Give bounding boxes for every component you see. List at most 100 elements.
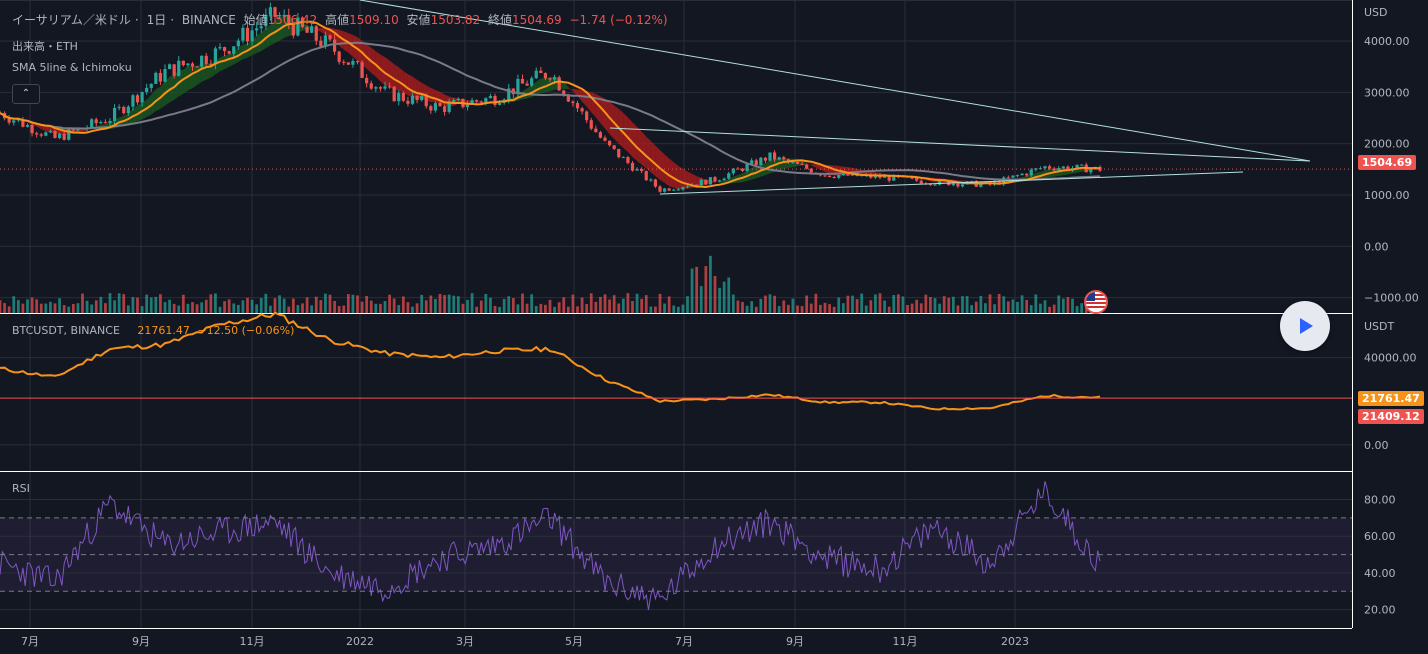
candle-body: [1025, 173, 1029, 176]
candle-body: [126, 106, 130, 114]
volume-bar: [947, 297, 951, 313]
volume-bar: [741, 301, 744, 313]
volume-bar: [727, 277, 731, 313]
ichimoku-segment: [412, 76, 418, 100]
volume-bar: [351, 294, 355, 313]
play-button[interactable]: [1280, 301, 1330, 351]
candle-body: [328, 35, 332, 40]
volume-bar: [71, 304, 75, 313]
candle-body: [699, 179, 703, 186]
candle-body: [607, 140, 612, 146]
volume-bar: [149, 297, 153, 313]
volume-bar: [0, 300, 2, 313]
volume-bar: [1025, 299, 1029, 313]
volume-bar: [686, 296, 689, 313]
candle-body: [488, 95, 493, 99]
candle-body: [401, 92, 405, 101]
candle-body: [7, 118, 11, 123]
volume-bar: [571, 294, 575, 313]
candle-body: [763, 157, 768, 161]
volume-bar: [104, 303, 107, 313]
volume-bar: [186, 303, 190, 313]
volume-bar: [447, 294, 451, 313]
volume-bar: [397, 305, 401, 313]
volume-bar: [383, 301, 387, 313]
volume-bar: [887, 306, 891, 313]
volume-legend[interactable]: 出来高・ETH: [12, 40, 78, 53]
ichimoku-segment: [430, 87, 436, 103]
candle-body: [1047, 166, 1052, 169]
candle-body: [323, 35, 328, 47]
candle-body: [1034, 168, 1038, 170]
volume-bar: [566, 306, 570, 313]
volume-bar: [525, 303, 529, 313]
candle-body: [882, 176, 887, 178]
ichimoku-segment: [719, 180, 725, 184]
rsi-legend[interactable]: RSI: [12, 482, 30, 495]
candle-body: [44, 132, 48, 136]
candle-body: [1052, 168, 1056, 171]
candle-body: [530, 78, 534, 86]
candle-body: [809, 168, 813, 173]
volume-bar: [356, 295, 359, 313]
candle-body: [731, 168, 735, 174]
volume-bar: [993, 304, 996, 313]
candle-body: [190, 63, 195, 67]
sma-mid-line: [0, 20, 1101, 189]
volume-bar: [191, 302, 194, 313]
volume-bar: [466, 299, 469, 313]
candle-body: [433, 103, 438, 111]
volume-bar: [1057, 295, 1061, 313]
collapse-legend-button[interactable]: ⌃: [12, 84, 40, 104]
volume-bar: [388, 294, 391, 313]
candle-body: [273, 7, 277, 17]
volume-bar: [906, 304, 909, 313]
candle-body: [442, 106, 447, 112]
candle-body: [387, 86, 392, 88]
candle-body: [970, 180, 974, 182]
volume-bar: [195, 304, 199, 313]
volume-bar: [159, 294, 162, 313]
volume-bar: [346, 294, 350, 313]
volume-bar: [681, 304, 685, 313]
candle-body: [420, 95, 424, 101]
us-flag-icon[interactable]: [1084, 290, 1108, 314]
volume-bar: [901, 296, 905, 313]
candle-body: [57, 133, 62, 139]
candle-body: [131, 95, 135, 107]
indicator-legend[interactable]: SMA 5line & Ichimoku: [12, 61, 132, 74]
ichimoku-segment: [595, 93, 601, 124]
candle-body: [1029, 169, 1033, 176]
candle-body: [754, 160, 758, 165]
volume-bar: [828, 304, 831, 313]
candle-body: [585, 111, 589, 121]
candle-body: [1061, 166, 1065, 169]
volume-bar: [278, 295, 281, 313]
volume-bar: [337, 306, 341, 313]
volume-bar: [342, 305, 346, 313]
volume-bar: [305, 297, 309, 313]
candle-body: [589, 120, 593, 129]
candle-body: [282, 14, 286, 17]
volume-bar: [136, 297, 139, 313]
volume-bar: [76, 303, 80, 313]
volume-bar: [617, 303, 621, 313]
btc-symbol[interactable]: BTCUSDT, BINANCE: [12, 324, 120, 337]
candle-body: [310, 26, 314, 33]
ichimoku-segment: [220, 55, 225, 72]
x-tick-label: 3月: [456, 635, 474, 648]
volume-bar: [1011, 299, 1015, 313]
y-tick-label: 0.00: [1364, 439, 1389, 452]
symbol-name[interactable]: イーサリアム／米ドル: [12, 13, 131, 27]
ichimoku-segment: [641, 131, 647, 169]
candle-body: [62, 133, 66, 140]
volume-bar: [319, 300, 323, 313]
volume-bar: [878, 293, 882, 313]
interval[interactable]: 1日: [146, 13, 167, 27]
volume-bar: [635, 293, 639, 313]
volume-bar: [44, 303, 48, 313]
volume-bar: [929, 297, 932, 313]
ichimoku-segment: [664, 154, 670, 187]
candle-body: [745, 164, 749, 171]
